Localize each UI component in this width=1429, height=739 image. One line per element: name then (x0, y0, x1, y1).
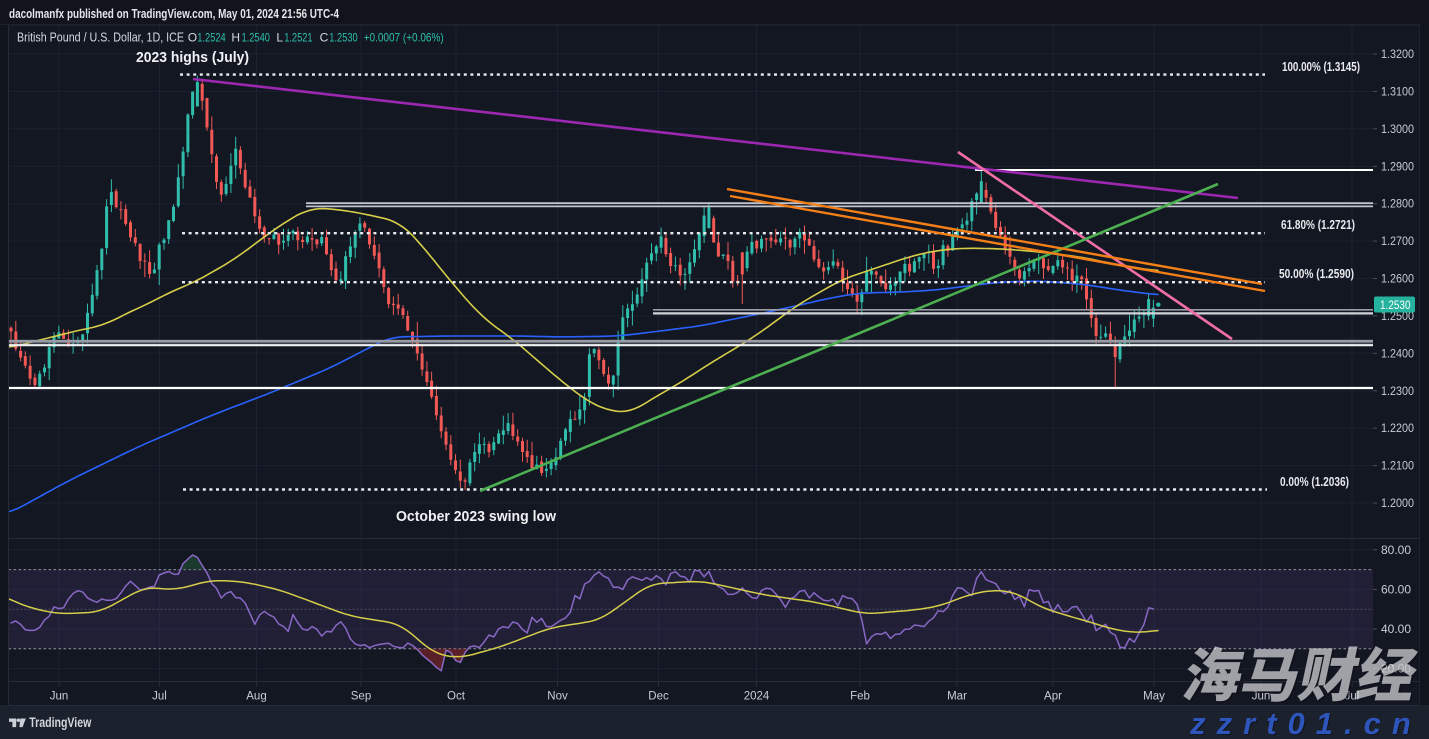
svg-text:1.2900: 1.2900 (1381, 161, 1414, 173)
svg-text:61.80% (1.2721): 61.80% (1.2721) (1281, 218, 1355, 232)
svg-text:C: C (320, 31, 329, 45)
svg-text:O: O (188, 31, 197, 45)
svg-text:Feb: Feb (850, 691, 870, 703)
svg-text:Jun: Jun (1252, 691, 1271, 703)
svg-text:Mar: Mar (947, 691, 967, 703)
svg-text:Dec: Dec (648, 691, 669, 703)
svg-text:2024: 2024 (744, 691, 770, 703)
svg-text:0.00% (1.2036): 0.00% (1.2036) (1280, 475, 1349, 489)
svg-text:80.00: 80.00 (1381, 545, 1411, 557)
svg-text:1.3000: 1.3000 (1381, 124, 1414, 136)
svg-text:Jul: Jul (1345, 691, 1360, 703)
svg-text:1.2600: 1.2600 (1381, 274, 1414, 286)
svg-text:+0.0007 (+0.06%): +0.0007 (+0.06%) (364, 31, 444, 45)
svg-text:H: H (231, 31, 240, 45)
svg-text:1.3100: 1.3100 (1381, 86, 1414, 98)
svg-text:1.2521: 1.2521 (284, 31, 313, 45)
svg-text:40.00: 40.00 (1381, 624, 1411, 636)
svg-text:1.2400: 1.2400 (1381, 348, 1414, 360)
svg-text:1.2100: 1.2100 (1381, 461, 1414, 473)
svg-text:Jul: Jul (152, 691, 167, 703)
svg-text:Aug: Aug (246, 691, 266, 703)
svg-text:1.3200: 1.3200 (1381, 49, 1414, 61)
svg-text:Jun: Jun (50, 691, 69, 703)
svg-text:1.2530: 1.2530 (1380, 300, 1411, 312)
svg-text:1.2300: 1.2300 (1381, 386, 1414, 398)
svg-text:October 2023 swing low: October 2023 swing low (396, 509, 557, 525)
svg-text:zzrt01.cn: zzrt01.cn (1189, 706, 1422, 739)
svg-text:1.2800: 1.2800 (1381, 199, 1414, 211)
svg-text:1.2000: 1.2000 (1381, 498, 1414, 510)
svg-text:Oct: Oct (447, 691, 466, 703)
svg-text:British Pound / U.S. Dollar, 1: British Pound / U.S. Dollar, 1D, ICE (17, 31, 184, 45)
svg-text:1.2700: 1.2700 (1381, 236, 1414, 248)
svg-text:Apr: Apr (1044, 691, 1062, 703)
svg-text:1.2200: 1.2200 (1381, 423, 1414, 435)
svg-text:2023 highs (July): 2023 highs (July) (136, 50, 249, 66)
svg-text:1.2500: 1.2500 (1381, 311, 1414, 323)
svg-text:L: L (276, 31, 283, 45)
svg-text:50.00% (1.2590): 50.00% (1.2590) (1279, 267, 1354, 281)
svg-text:1.2530: 1.2530 (329, 31, 358, 45)
svg-text:zzrt01.cn: zzrt01.cn (1190, 707, 1423, 739)
svg-text:May: May (1143, 691, 1165, 703)
svg-text:dacolmanfx published on Tradin: dacolmanfx published on TradingView.com,… (9, 7, 339, 21)
svg-text:100.00% (1.3145): 100.00% (1.3145) (1282, 60, 1360, 74)
svg-text:1.2524: 1.2524 (197, 31, 226, 45)
svg-text:Sep: Sep (351, 691, 371, 703)
svg-text:60.00: 60.00 (1381, 584, 1411, 596)
svg-text:Nov: Nov (547, 691, 568, 703)
svg-text:TradingView: TradingView (29, 715, 91, 730)
svg-text:1.2540: 1.2540 (242, 31, 271, 45)
